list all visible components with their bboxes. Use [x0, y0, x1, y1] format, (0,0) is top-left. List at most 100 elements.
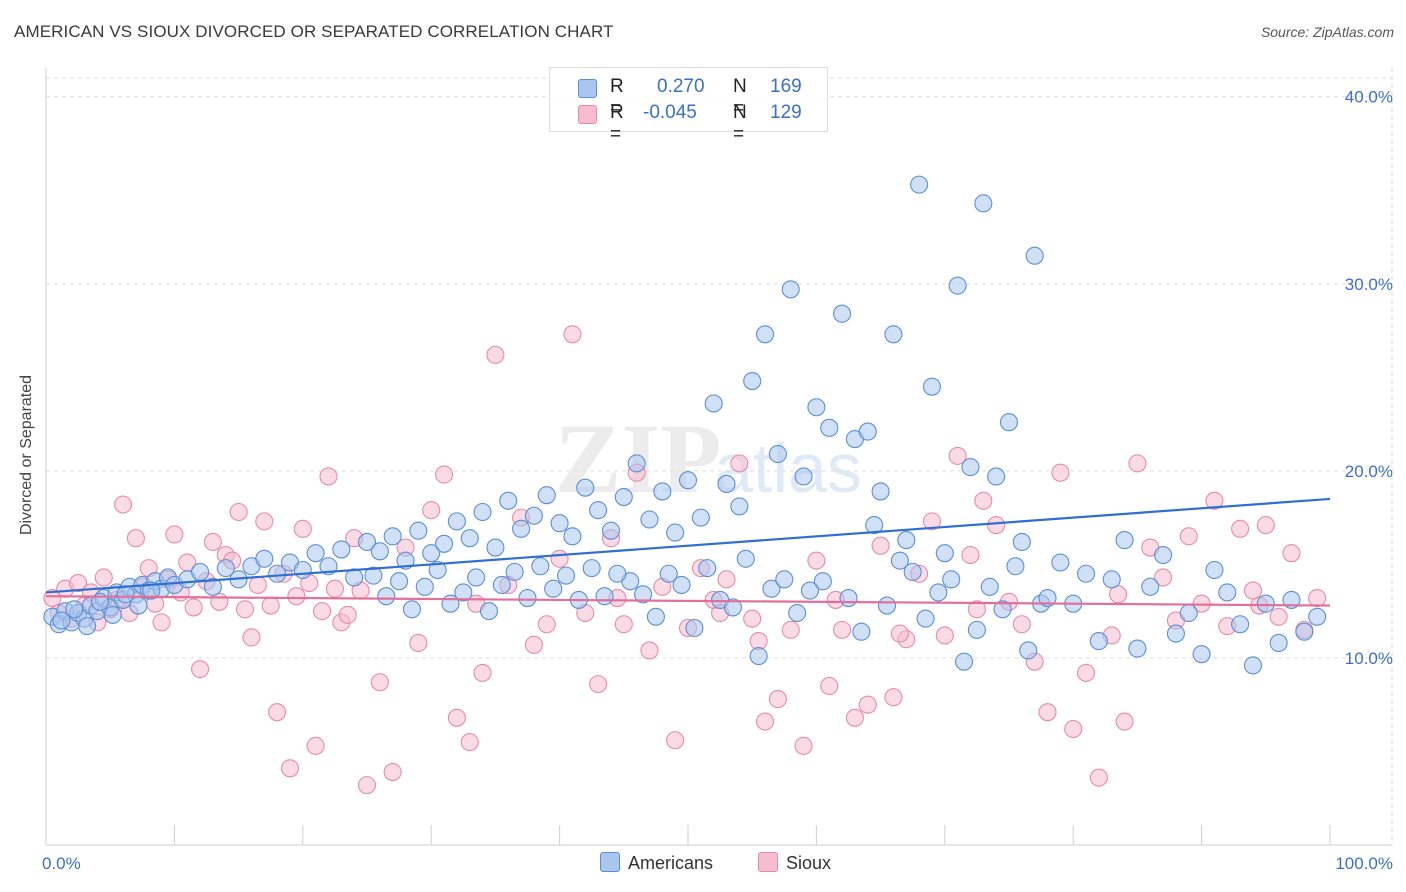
americans-point [608, 564, 627, 583]
sioux-point [338, 605, 357, 624]
americans-point [293, 560, 312, 580]
americans-point [698, 559, 717, 578]
sioux-point [537, 615, 556, 634]
sioux-point [255, 512, 274, 531]
sioux-point [1243, 581, 1263, 600]
sioux-point [550, 549, 569, 568]
americans-point [1218, 583, 1237, 602]
sioux-point [743, 609, 762, 628]
americans-point [685, 618, 704, 638]
legend-sioux-label: Sioux [786, 853, 832, 873]
sioux-point [165, 525, 184, 544]
americans-point [627, 454, 646, 473]
sioux-point [325, 579, 344, 598]
americans-point [743, 372, 762, 391]
americans-point [871, 482, 890, 501]
americans-point [666, 523, 685, 542]
americans-point [531, 557, 550, 576]
americans-point [749, 647, 768, 666]
americans-point [1154, 545, 1173, 565]
sioux-point [1308, 589, 1327, 608]
americans-point [1102, 570, 1121, 589]
americans-point [1192, 645, 1211, 664]
americans-point [1025, 246, 1044, 265]
americans-point [762, 579, 781, 598]
americans-point [955, 652, 974, 671]
americans-point [723, 598, 742, 617]
americans-r-label: R = [610, 76, 624, 119]
americans-points [43, 175, 1327, 675]
sioux-point [890, 624, 909, 643]
americans-point [781, 280, 800, 299]
sioux-point [807, 551, 826, 570]
americans-point [614, 487, 633, 507]
americans-point [1231, 615, 1250, 634]
americans-point [890, 551, 909, 570]
americans-point [1295, 622, 1314, 641]
americans-point [1006, 557, 1025, 576]
americans-point [999, 413, 1019, 432]
sioux-point [858, 695, 877, 714]
americans-point [788, 603, 807, 623]
americans-point [640, 510, 659, 529]
americans-point [595, 587, 614, 606]
americans-point [203, 577, 222, 596]
americans-point [897, 531, 916, 550]
americans-point [768, 444, 787, 464]
americans-point [370, 542, 389, 561]
americans-point [512, 519, 531, 538]
sioux-point [235, 600, 255, 619]
americans-point [717, 474, 736, 493]
sioux-points [43, 325, 1327, 795]
americans-point [800, 581, 820, 600]
sioux-r-value: -0.045 [643, 102, 697, 123]
sioux-point [884, 688, 903, 707]
sioux-point [1115, 712, 1134, 731]
sioux-point [1269, 607, 1288, 626]
sioux-point [1109, 585, 1128, 604]
americans-point [1166, 624, 1185, 643]
americans-point [390, 572, 409, 591]
sioux-point [1154, 568, 1173, 587]
americans-point [1051, 553, 1070, 572]
americans-point [634, 585, 653, 604]
americans-point [659, 564, 678, 583]
americans-point [563, 527, 582, 546]
sioux-point [1256, 516, 1275, 535]
americans-point [1019, 641, 1038, 660]
americans-point [1179, 603, 1198, 623]
legend-americans-swatch [600, 852, 620, 872]
americans-point [550, 514, 569, 533]
americans-point [980, 577, 999, 596]
americans-point [948, 276, 967, 295]
axes [45, 68, 1392, 846]
americans-point [903, 562, 922, 581]
americans-point [216, 559, 235, 578]
americans-point [486, 538, 505, 557]
sioux-point [287, 587, 306, 606]
sioux-point [871, 536, 890, 555]
americans-point [78, 617, 97, 636]
americans-point [255, 549, 274, 568]
sioux-point [242, 628, 261, 647]
sioux-point [409, 633, 428, 653]
sioux-point [845, 708, 864, 727]
sioux-point [1076, 663, 1096, 682]
americans-point [415, 577, 434, 596]
americans-point [1012, 532, 1031, 551]
y-tick-label: 30.0% [1345, 275, 1393, 294]
sioux-point [280, 759, 300, 778]
sioux-point [524, 635, 543, 654]
americans-point [473, 502, 492, 522]
sioux-point [229, 502, 248, 522]
y-tick-label: 20.0% [1345, 462, 1393, 481]
sioux-point [473, 663, 492, 682]
sioux-swatch [578, 105, 597, 124]
americans-point [1141, 577, 1160, 596]
sioux-point [1128, 454, 1147, 473]
americans-trend-line [45, 497, 1331, 594]
sioux-point [1089, 768, 1108, 787]
x-tick-label: 100.0% [1335, 854, 1393, 873]
americans-point [306, 544, 325, 563]
